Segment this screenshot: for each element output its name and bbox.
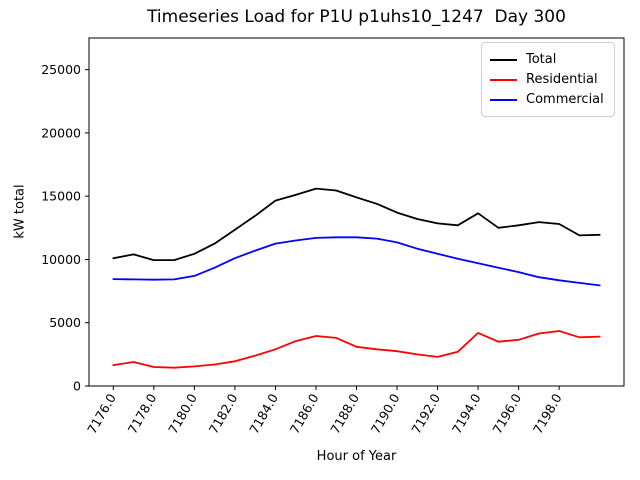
legend: Total Residential Commercial — [481, 42, 615, 117]
y-tick-label: 10000 — [41, 252, 81, 267]
x-tick-label: 7178.0 — [125, 391, 160, 436]
y-tick-label: 15000 — [41, 189, 81, 204]
legend-entry-residential: Residential — [490, 70, 606, 90]
x-axis-label: Hour of Year — [316, 449, 397, 464]
total-legend-line-icon — [490, 59, 517, 61]
legend-label: Total — [526, 52, 557, 67]
residential-series-line — [112, 330, 601, 369]
x-tick-label: 7198.0 — [530, 391, 565, 436]
x-tick-label: 7194.0 — [449, 391, 484, 436]
chart-title: Timeseries Load for P1U p1uhs10_1247 Day… — [147, 7, 566, 27]
y-tick-label: 5000 — [49, 315, 81, 330]
x-tick-label: 7190.0 — [368, 391, 403, 436]
x-tick-label: 7182.0 — [206, 391, 241, 436]
y-axis-label: kW total — [12, 184, 28, 239]
residential-legend-line-icon — [490, 79, 517, 81]
x-tick-label: 7184.0 — [246, 391, 281, 436]
x-tick-label: 7186.0 — [287, 391, 322, 436]
y-tick-label: 25000 — [41, 62, 81, 77]
legend-label: Residential — [526, 72, 598, 87]
x-tick-label: 7176.0 — [84, 391, 119, 436]
x-tick-label: 7192.0 — [408, 391, 443, 436]
y-tick-label: 20000 — [41, 125, 81, 140]
legend-label: Commercial — [526, 92, 604, 107]
total-series-line — [112, 187, 601, 261]
y-tick-label: 0 — [73, 379, 81, 394]
x-tick-label: 7196.0 — [489, 391, 524, 436]
commercial-series-line — [112, 236, 601, 287]
legend-entry-commercial: Commercial — [490, 90, 606, 110]
legend-entry-total: Total — [490, 50, 606, 70]
commercial-legend-line-icon — [490, 99, 517, 101]
x-tick-label: 7180.0 — [165, 391, 200, 436]
x-tick-label: 7188.0 — [327, 391, 362, 436]
